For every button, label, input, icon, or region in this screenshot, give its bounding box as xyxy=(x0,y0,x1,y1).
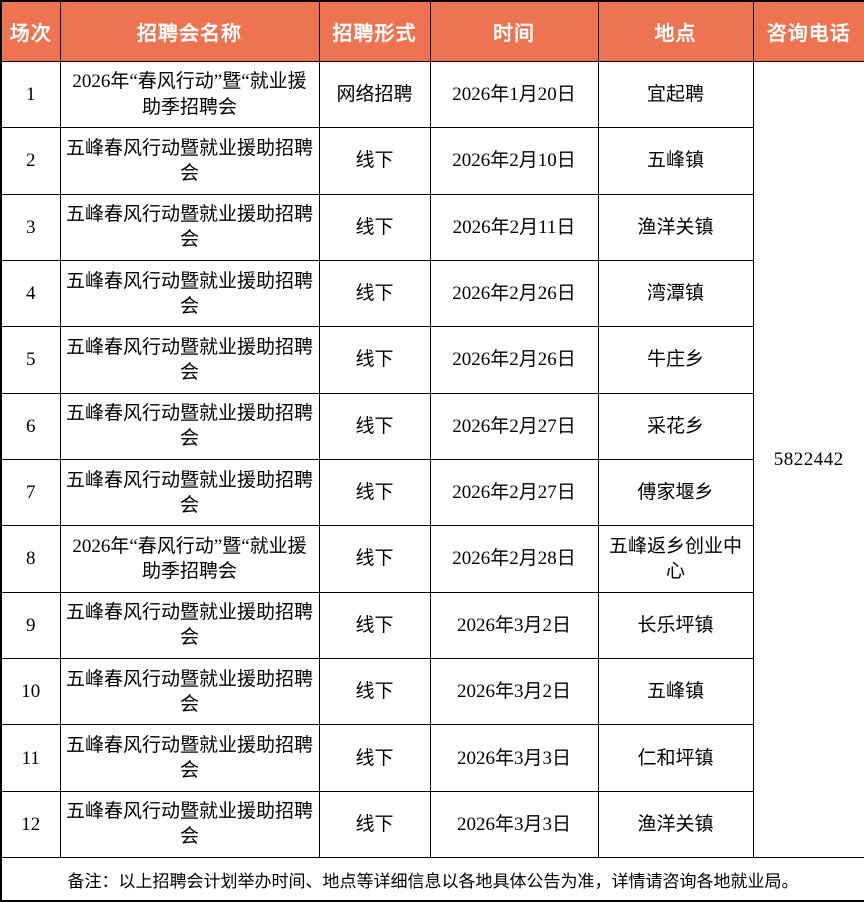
header-form: 招聘形式 xyxy=(318,0,431,62)
date-cell: 2026年2月27日 xyxy=(429,392,599,460)
header-session: 场次 xyxy=(0,0,61,62)
location-cell: 傅家堰乡 xyxy=(597,458,754,527)
location-cell: 宜起聘 xyxy=(597,60,754,129)
location-cell: 长乐坪镇 xyxy=(597,591,754,660)
form-cell: 线下 xyxy=(318,458,431,527)
table-row: 4 五峰春风行动暨就业援助招聘会 线下 2026年2月26日 湾潭镇 xyxy=(0,259,864,328)
date-cell: 2026年2月26日 xyxy=(429,326,599,394)
form-cell: 线下 xyxy=(318,724,431,792)
date-cell: 2026年2月28日 xyxy=(429,525,599,593)
location-cell: 渔洋关镇 xyxy=(597,790,754,859)
location-cell: 五峰镇 xyxy=(597,658,754,726)
location-cell: 采花乡 xyxy=(597,392,754,460)
session-cell: 1 xyxy=(0,60,61,129)
table-header-row: 场次 招聘会名称 招聘形式 时间 地点 咨询电话 xyxy=(0,0,864,62)
location-cell: 渔洋关镇 xyxy=(597,193,754,261)
table-row: 12 五峰春风行动暨就业援助招聘会 线下 2026年3月3日 渔洋关镇 xyxy=(0,790,864,859)
location-cell: 五峰返乡创业中心 xyxy=(597,525,754,593)
fair-name-cell: 五峰春风行动暨就业援助招聘会 xyxy=(59,724,320,792)
header-fair-name: 招聘会名称 xyxy=(59,0,320,62)
form-cell: 线下 xyxy=(318,326,431,394)
date-cell: 2026年2月26日 xyxy=(429,259,599,328)
form-cell: 线下 xyxy=(318,591,431,660)
table-row: 3 五峰春风行动暨就业援助招聘会 线下 2026年2月11日 渔洋关镇 xyxy=(0,193,864,261)
table-row: 6 五峰春风行动暨就业援助招聘会 线下 2026年2月27日 采花乡 xyxy=(0,392,864,460)
header-location: 地点 xyxy=(597,0,754,62)
location-cell: 五峰镇 xyxy=(597,127,754,195)
session-cell: 7 xyxy=(0,458,61,527)
date-cell: 2026年2月10日 xyxy=(429,127,599,195)
date-cell: 2026年2月27日 xyxy=(429,458,599,527)
form-cell: 线下 xyxy=(318,790,431,859)
location-cell: 湾潭镇 xyxy=(597,259,754,328)
form-cell: 线下 xyxy=(318,193,431,261)
table-row: 5 五峰春风行动暨就业援助招聘会 线下 2026年2月26日 牛庄乡 xyxy=(0,326,864,394)
fair-name-cell: 五峰春风行动暨就业援助招聘会 xyxy=(59,790,320,859)
form-cell: 线下 xyxy=(318,127,431,195)
header-time: 时间 xyxy=(429,0,599,62)
session-cell: 2 xyxy=(0,127,61,195)
fair-name-cell: 2026年“春风行动”暨“就业援助季招聘会 xyxy=(59,525,320,593)
session-cell: 5 xyxy=(0,326,61,394)
date-cell: 2026年3月2日 xyxy=(429,591,599,660)
header-phone: 咨询电话 xyxy=(752,0,864,62)
date-cell: 2026年1月20日 xyxy=(429,60,599,129)
fair-name-cell: 五峰春风行动暨就业援助招聘会 xyxy=(59,392,320,460)
date-cell: 2026年3月3日 xyxy=(429,790,599,859)
fair-name-cell: 五峰春风行动暨就业援助招聘会 xyxy=(59,127,320,195)
note-row: 备注：以上招聘会计划举办时间、地点等详细信息以各地具体公告为准，详情请咨询各地就… xyxy=(0,857,864,902)
session-cell: 6 xyxy=(0,392,61,460)
table-row: 11 五峰春风行动暨就业援助招聘会 线下 2026年3月3日 仁和坪镇 xyxy=(0,724,864,792)
phone-cell: 5822442 xyxy=(752,60,864,859)
location-cell: 仁和坪镇 xyxy=(597,724,754,792)
session-cell: 3 xyxy=(0,193,61,261)
fair-name-cell: 五峰春风行动暨就业援助招聘会 xyxy=(59,591,320,660)
fair-name-cell: 五峰春风行动暨就业援助招聘会 xyxy=(59,193,320,261)
session-cell: 11 xyxy=(0,724,61,792)
date-cell: 2026年2月11日 xyxy=(429,193,599,261)
form-cell: 线下 xyxy=(318,525,431,593)
session-cell: 4 xyxy=(0,259,61,328)
fair-name-cell: 五峰春风行动暨就业援助招聘会 xyxy=(59,259,320,328)
form-cell: 线下 xyxy=(318,259,431,328)
table-row: 8 2026年“春风行动”暨“就业援助季招聘会 线下 2026年2月28日 五峰… xyxy=(0,525,864,593)
session-cell: 8 xyxy=(0,525,61,593)
fair-name-cell: 五峰春风行动暨就业援助招聘会 xyxy=(59,458,320,527)
table-row: 10 五峰春风行动暨就业援助招聘会 线下 2026年3月2日 五峰镇 xyxy=(0,658,864,726)
fair-name-cell: 五峰春风行动暨就业援助招聘会 xyxy=(59,658,320,726)
session-cell: 12 xyxy=(0,790,61,859)
fair-name-cell: 五峰春风行动暨就业援助招聘会 xyxy=(59,326,320,394)
note-cell: 备注：以上招聘会计划举办时间、地点等详细信息以各地具体公告为准，详情请咨询各地就… xyxy=(0,857,864,902)
form-cell: 网络招聘 xyxy=(318,60,431,129)
session-cell: 9 xyxy=(0,591,61,660)
form-cell: 线下 xyxy=(318,658,431,726)
table-row: 2 五峰春风行动暨就业援助招聘会 线下 2026年2月10日 五峰镇 xyxy=(0,127,864,195)
date-cell: 2026年3月3日 xyxy=(429,724,599,792)
location-cell: 牛庄乡 xyxy=(597,326,754,394)
session-cell: 10 xyxy=(0,658,61,726)
fair-name-cell: 2026年“春风行动”暨“就业援助季招聘会 xyxy=(59,60,320,129)
table-row: 1 2026年“春风行动”暨“就业援助季招聘会 网络招聘 2026年1月20日 … xyxy=(0,60,864,859)
table-row: 7 五峰春风行动暨就业援助招聘会 线下 2026年2月27日 傅家堰乡 xyxy=(0,458,864,527)
form-cell: 线下 xyxy=(318,392,431,460)
date-cell: 2026年3月2日 xyxy=(429,658,599,726)
table-row: 9 五峰春风行动暨就业援助招聘会 线下 2026年3月2日 长乐坪镇 xyxy=(0,591,864,660)
